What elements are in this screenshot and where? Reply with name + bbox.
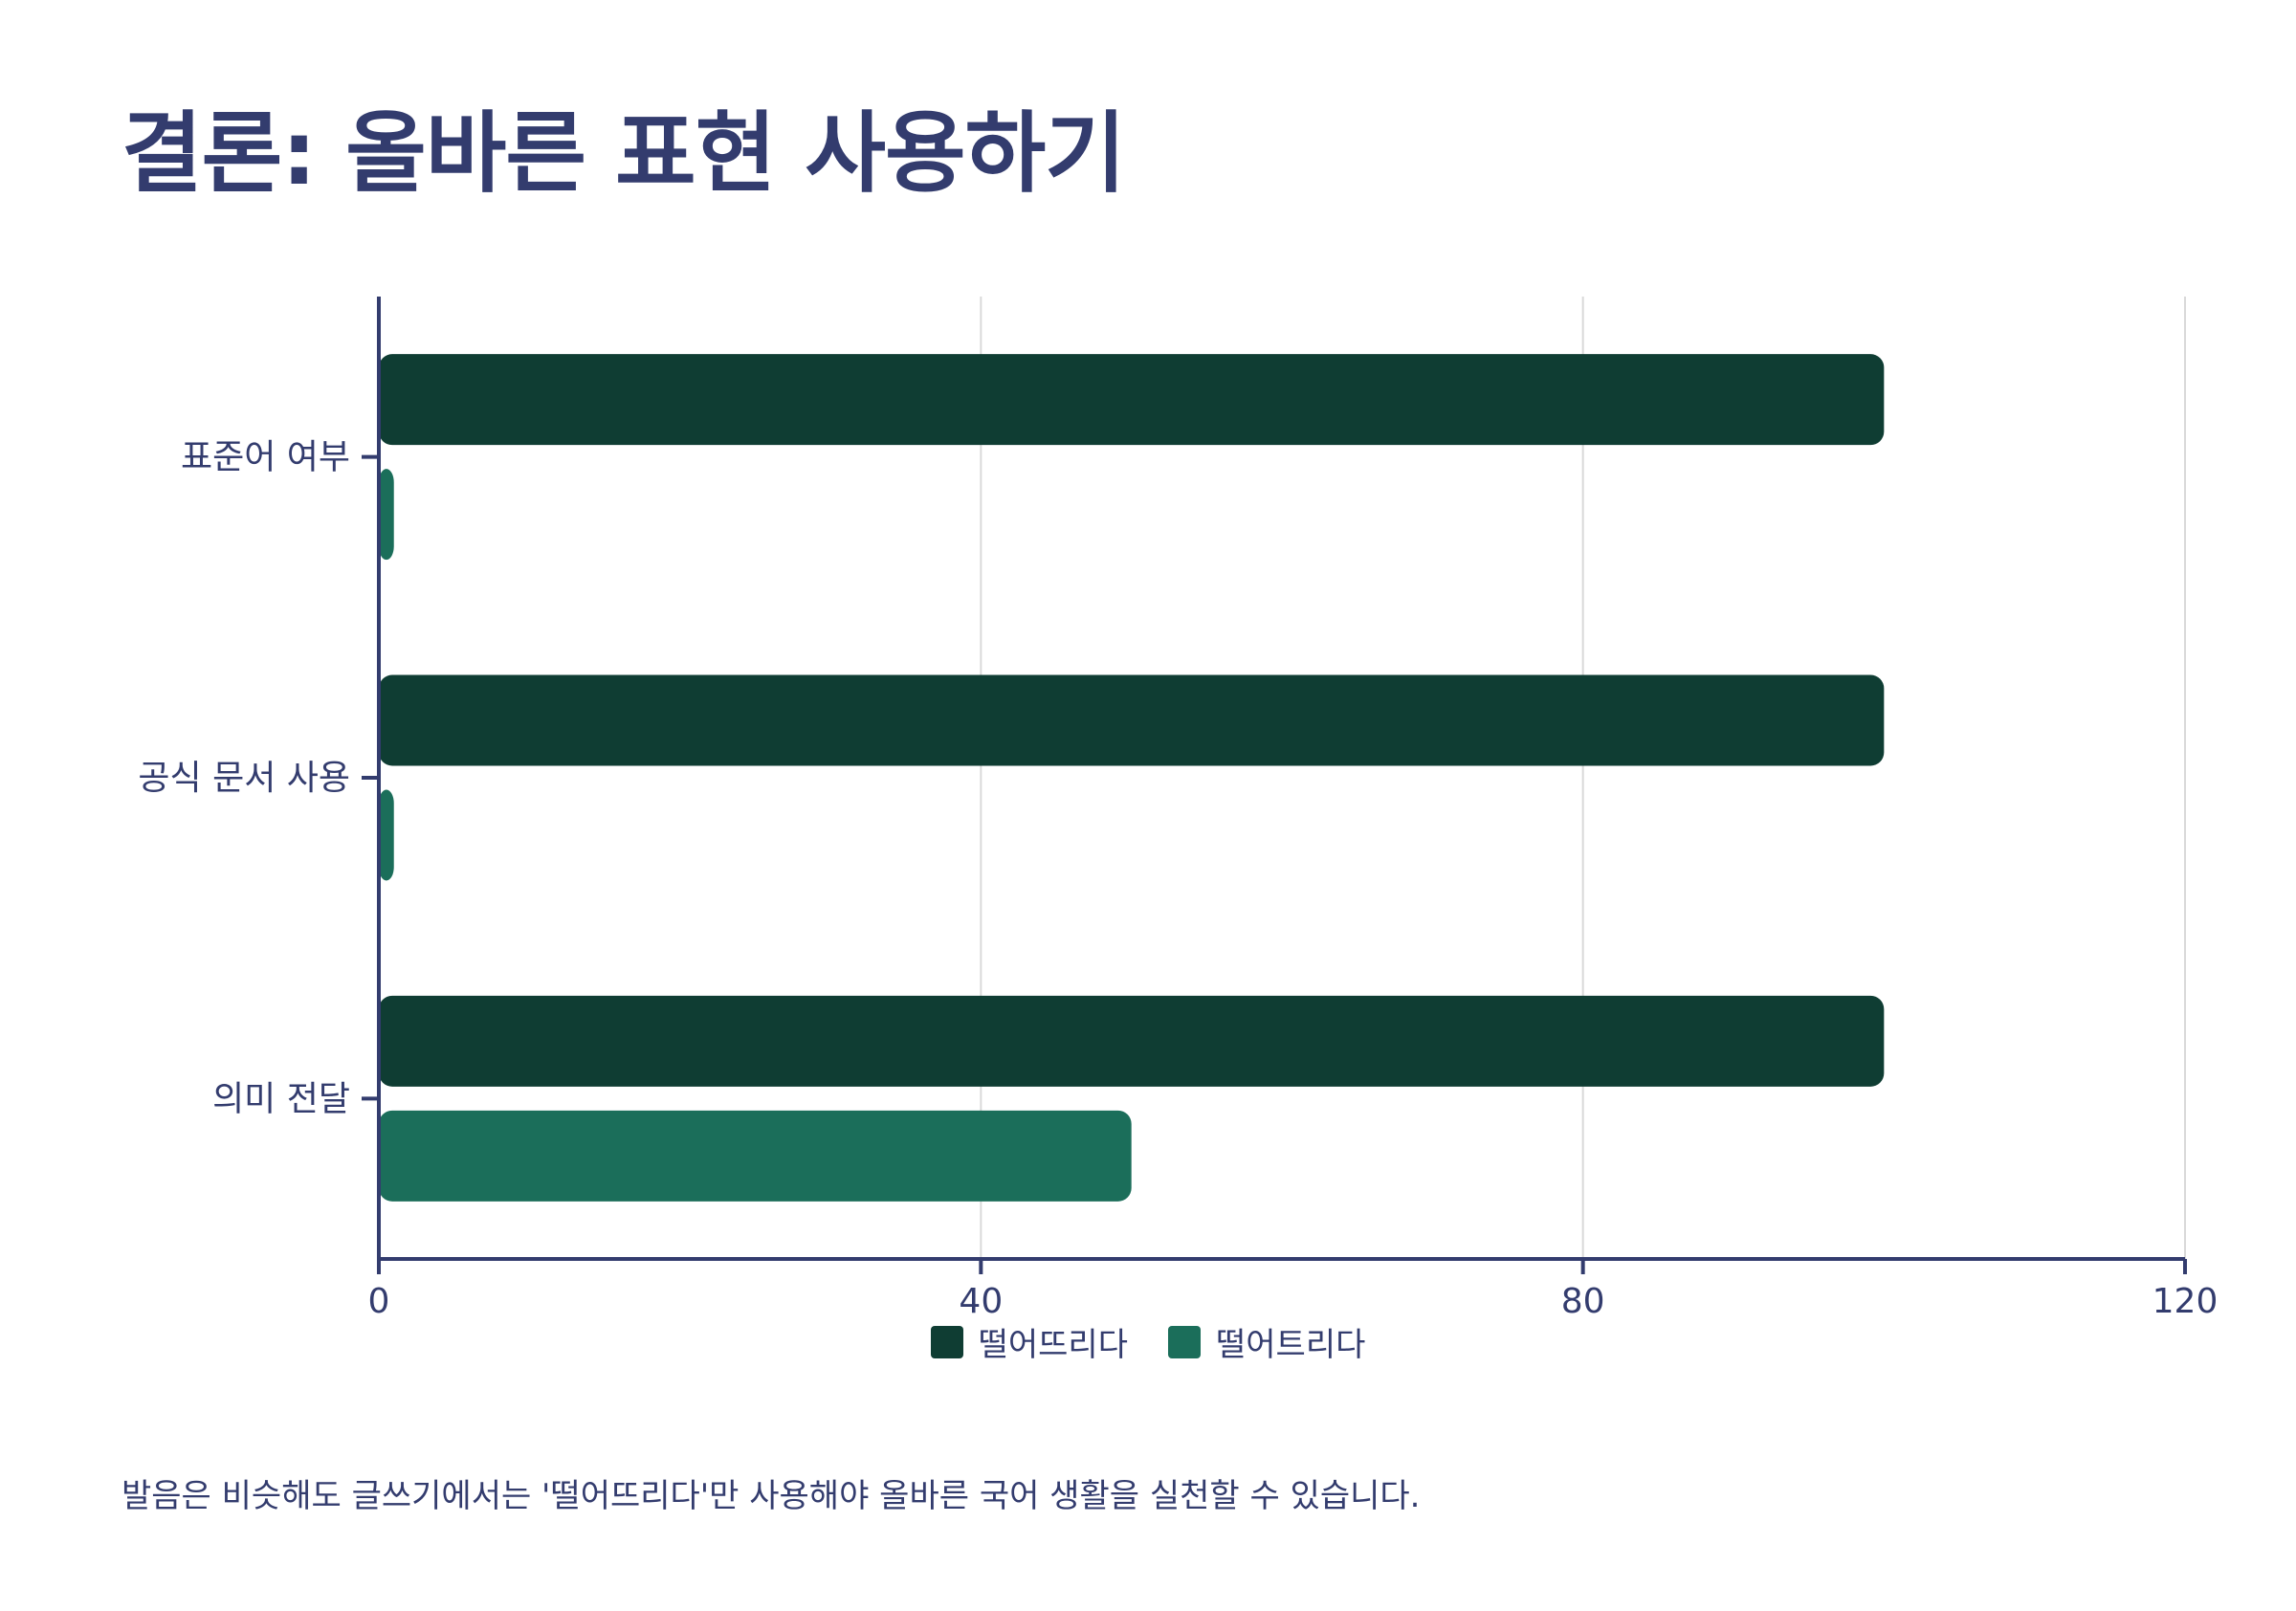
footnote: 발음은 비슷해도 글쓰기에서는 '떨어뜨리다'만 사용해야 올바른 국어 생활을… [121,1477,1421,1515]
x-tick-label-3: 120 [2152,1282,2219,1321]
legend-item-series-1: 떨어뜨리다 [930,1318,1128,1365]
legend-label-series-2: 떨어트리다 [1216,1326,1366,1364]
bar-series-1-1 [379,674,1885,766]
legend-swatch-series-1 [930,1325,963,1358]
bar-series-2-0 [379,469,394,561]
y-category-label-2: 의미 전달 [212,1079,350,1118]
bar-series-1-0 [379,354,1885,446]
legend-label-series-1: 떨어뜨리다 [978,1326,1128,1364]
y-category-label-1: 공식 문서 사용 [138,759,350,798]
bar-series-2-2 [379,1110,1132,1202]
legend: 떨어뜨리다 떨어트리다 [0,1318,2296,1365]
bar-series-1-2 [379,995,1885,1087]
bar-series-2-1 [379,789,394,881]
x-tick-label-1: 40 [959,1282,1003,1321]
y-category-label-0: 표준어 여부 [181,438,350,477]
x-tick-label-2: 80 [1561,1282,1605,1321]
legend-swatch-series-2 [1168,1325,1201,1358]
x-tick-label-0: 0 [368,1282,390,1321]
legend-item-series-2: 떨어트리다 [1168,1318,1365,1365]
chart-title: 결론: 올바른 표현 사용하기 [121,102,1126,205]
